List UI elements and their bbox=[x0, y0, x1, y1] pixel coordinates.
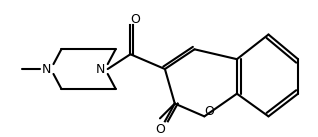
Text: O: O bbox=[130, 13, 140, 26]
Text: O: O bbox=[155, 123, 165, 136]
Text: N: N bbox=[42, 62, 51, 75]
Text: O: O bbox=[204, 105, 214, 118]
Text: N: N bbox=[96, 62, 106, 75]
